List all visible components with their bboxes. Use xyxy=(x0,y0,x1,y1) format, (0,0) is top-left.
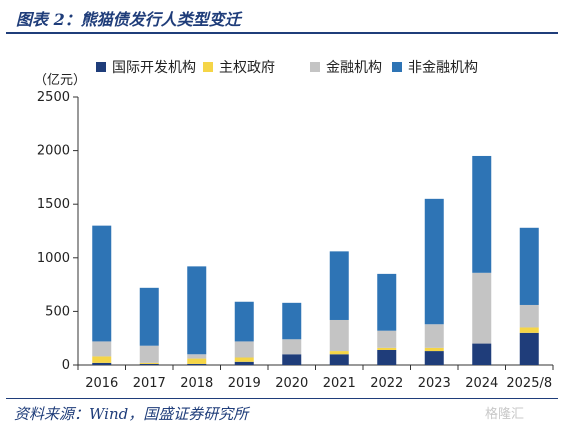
bar-segment-8-0 xyxy=(472,343,492,365)
y-tick-label: 1000 xyxy=(37,251,70,266)
bar-segment-5-1 xyxy=(329,351,349,355)
bar-segment-0-0 xyxy=(92,362,112,365)
chart-title: 图表 2：熊猫债发行人类型变迁 xyxy=(16,10,241,29)
bar-segment-1-0 xyxy=(139,363,159,365)
y-tick-label: 500 xyxy=(45,304,70,319)
bar-segment-0-1 xyxy=(92,356,112,363)
bar-segment-7-0 xyxy=(424,351,444,365)
bar-segment-5-0 xyxy=(329,354,349,365)
bar-segment-3-1 xyxy=(234,357,254,362)
bar-segment-9-2 xyxy=(519,304,539,328)
legend-swatch-3 xyxy=(392,62,402,72)
legend-swatch-0 xyxy=(96,62,106,72)
bar-segment-9-0 xyxy=(519,332,539,365)
watermark-text: 格隆汇 xyxy=(485,407,525,422)
bar-segment-2-2 xyxy=(187,354,207,359)
bar-segment-1-3 xyxy=(139,287,159,346)
bar-segment-3-3 xyxy=(234,301,254,342)
x-tick-label: 2022 xyxy=(370,376,403,391)
y-tick-label: 2000 xyxy=(37,144,70,159)
legend-label-1: 主权政府 xyxy=(219,60,275,76)
bar-segment-2-3 xyxy=(187,266,207,355)
bar-segment-6-1 xyxy=(377,347,397,350)
bar-segment-3-0 xyxy=(234,361,254,365)
footer-rule xyxy=(6,398,558,399)
x-tick-label: 2017 xyxy=(133,376,166,391)
bar-segment-3-2 xyxy=(234,341,254,358)
x-tick-label: 2016 xyxy=(85,376,118,391)
x-tick-label: 2019 xyxy=(228,376,261,391)
bar-segment-6-3 xyxy=(377,273,397,331)
bar-segment-4-3 xyxy=(282,302,302,340)
bar-segment-8-3 xyxy=(472,155,492,273)
bar-segment-5-3 xyxy=(329,251,349,320)
x-tick-label: 2018 xyxy=(180,376,213,391)
bar-segment-7-1 xyxy=(424,347,444,352)
bar-segment-4-0 xyxy=(282,354,302,365)
bar-segment-6-2 xyxy=(377,330,397,348)
x-tick-label: 2021 xyxy=(323,376,356,391)
x-tick-label: 2020 xyxy=(275,376,308,391)
legend-label-3: 非金融机构 xyxy=(408,60,478,76)
legend-label-2: 金融机构 xyxy=(326,60,382,76)
bar-segment-4-2 xyxy=(282,339,302,355)
bar-segment-9-3 xyxy=(519,227,539,305)
bar-segment-5-2 xyxy=(329,319,349,352)
x-tick-label: 2023 xyxy=(418,376,451,391)
bar-segment-9-1 xyxy=(519,327,539,333)
bar-segment-0-2 xyxy=(92,341,112,357)
x-tick-label: 2025/8 xyxy=(506,376,552,391)
y-tick-label: 2500 xyxy=(37,90,70,105)
title-bar: 图表 2：熊猫债发行人类型变迁 xyxy=(6,2,558,34)
bar-segment-7-3 xyxy=(424,198,444,325)
source-note: 资料来源：Wind，国盛证券研究所 xyxy=(14,405,249,423)
bar-segment-2-0 xyxy=(187,363,207,365)
y-tick-label: 1500 xyxy=(37,197,70,212)
x-tick-label: 2024 xyxy=(465,376,498,391)
y-axis-unit-label: （亿元） xyxy=(34,73,86,88)
bar-segment-1-2 xyxy=(139,345,159,363)
legend-label-0: 国际开发机构 xyxy=(112,60,196,76)
legend-swatch-2 xyxy=(310,62,320,72)
bar-segment-7-2 xyxy=(424,324,444,348)
bar-segment-2-1 xyxy=(187,358,207,364)
y-tick-label: 0 xyxy=(62,358,70,373)
legend-swatch-1 xyxy=(203,62,213,72)
bar-segment-8-2 xyxy=(472,272,492,344)
bar-segment-6-0 xyxy=(377,349,397,365)
bar-segment-1-1 xyxy=(139,362,159,364)
bar-segment-0-3 xyxy=(92,225,112,342)
